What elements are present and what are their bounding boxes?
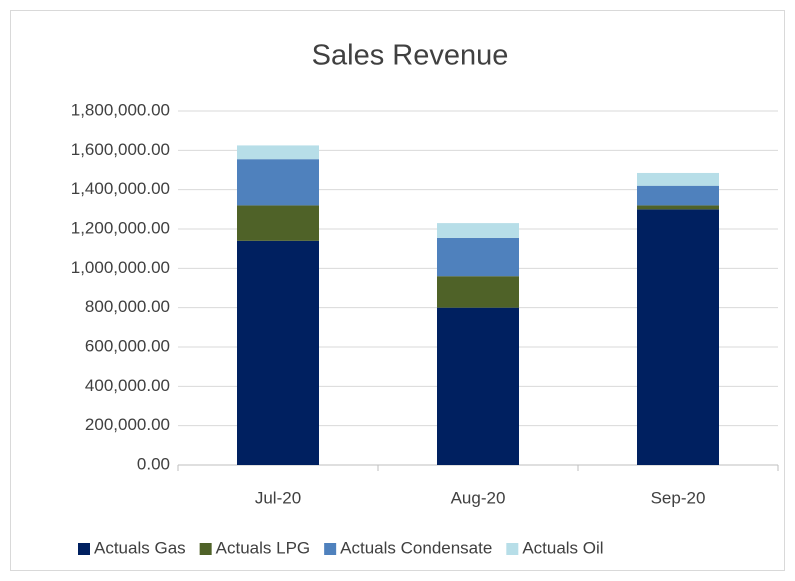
legend-label: Actuals Gas [94, 538, 186, 557]
y-tick-label: 800,000.00 [85, 297, 170, 316]
bar-segment [437, 307, 519, 465]
bar-segment [637, 172, 719, 186]
bar-segment [637, 209, 719, 465]
y-tick-label: 1,800,000.00 [71, 100, 170, 119]
y-tick-label: 0.00 [137, 454, 170, 473]
y-tick-label: 1,200,000.00 [71, 218, 170, 237]
x-tick-label: Aug-20 [451, 488, 506, 507]
bar-segment [437, 237, 519, 277]
bar-segment [237, 240, 319, 465]
x-tick-label: Sep-20 [651, 488, 706, 507]
legend-label: Actuals Condensate [340, 538, 492, 557]
y-tick-label: 1,000,000.00 [71, 258, 170, 277]
bar-segment [437, 223, 519, 238]
legend-label: Actuals Oil [522, 538, 603, 557]
bar-segment [237, 159, 319, 206]
legend-swatch [199, 543, 212, 555]
y-tick-label: 1,600,000.00 [71, 140, 170, 159]
y-tick-label: 600,000.00 [85, 336, 170, 355]
bar-segment [437, 276, 519, 308]
chart-title: Sales Revenue [312, 40, 509, 72]
bar-segment [637, 205, 719, 210]
y-tick-label: 200,000.00 [85, 415, 170, 434]
bar-segment [637, 185, 719, 206]
legend-label: Actuals LPG [216, 538, 311, 557]
legend-swatch [506, 543, 519, 555]
legend-swatch [78, 543, 90, 555]
y-tick-label: 1,400,000.00 [71, 179, 170, 198]
legend-swatch [324, 543, 337, 555]
x-tick-label: Jul-20 [255, 488, 301, 507]
bar-segment [237, 145, 319, 160]
bar-segment [237, 205, 319, 241]
y-tick-label: 400,000.00 [85, 376, 170, 395]
